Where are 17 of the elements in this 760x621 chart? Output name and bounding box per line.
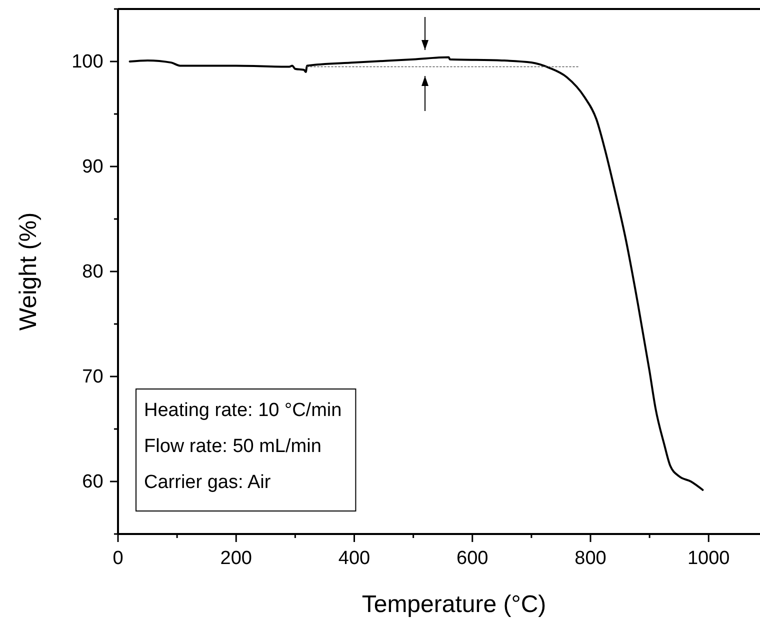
line-series (128, 56, 704, 491)
x-tick-label: 200 (220, 548, 252, 569)
x-tick-label: 600 (456, 548, 488, 569)
annotation: Carrier gas: Air (144, 472, 272, 493)
x-tick-label: 800 (574, 548, 606, 569)
y-tick-label: 80 (82, 262, 104, 283)
annotation: Flow rate: 50 mL/min (144, 436, 322, 457)
y-tick-label: 100 (72, 52, 104, 73)
y-tick-label: 70 (82, 366, 104, 388)
y-axis-title: Weight (%) (15, 212, 42, 331)
y-tick-label: 90 (82, 156, 104, 178)
x-tick-label: 0 (112, 548, 124, 569)
annotation: Heating rate: 10 °C/min (144, 400, 342, 421)
x-axis-title: Temperature (°C) (362, 591, 546, 618)
x-tick-label: 1000 (687, 548, 730, 569)
y-tick-label: 60 (82, 472, 104, 493)
x-tick-label: 400 (338, 548, 370, 569)
